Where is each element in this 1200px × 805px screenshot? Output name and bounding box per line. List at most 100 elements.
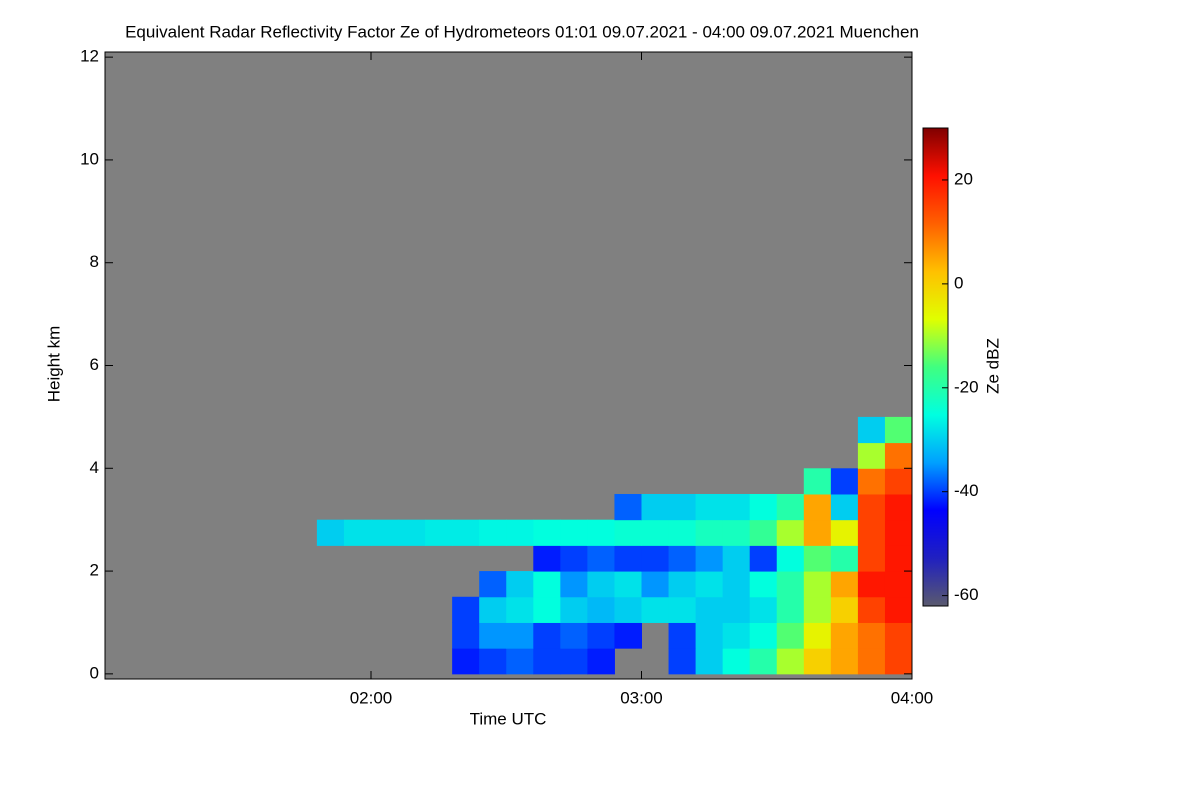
heat-cell xyxy=(452,648,480,675)
heat-cell xyxy=(884,519,913,546)
heat-cell xyxy=(857,545,886,572)
heat-cell xyxy=(533,596,561,623)
heat-cell xyxy=(722,519,751,546)
heat-cell xyxy=(641,519,670,546)
heat-cell xyxy=(749,571,778,598)
heat-cell xyxy=(857,648,886,675)
heat-cell xyxy=(722,493,751,521)
heat-cell xyxy=(614,571,642,598)
heat-cell xyxy=(857,468,886,495)
heat-cell xyxy=(370,519,399,546)
heat-cell xyxy=(776,545,805,572)
heat-cell xyxy=(452,622,480,649)
heat-cell xyxy=(776,648,805,675)
heat-cell xyxy=(857,493,886,521)
heat-cell xyxy=(506,571,534,598)
heat-cell xyxy=(884,416,913,444)
heat-cell xyxy=(722,622,751,649)
heat-cell xyxy=(803,571,832,598)
heat-cell xyxy=(776,571,805,598)
heat-cell xyxy=(830,622,859,649)
colorbar-label: Ze dBZ xyxy=(983,338,1002,394)
heat-cell xyxy=(668,648,697,675)
y-tick-label: 6 xyxy=(90,355,99,374)
heat-cell xyxy=(749,545,778,572)
heat-cell xyxy=(830,571,859,598)
heat-cell xyxy=(452,519,480,546)
heat-cell xyxy=(830,545,859,572)
heat-cell xyxy=(695,622,724,649)
heat-cell xyxy=(614,493,642,521)
heat-cell xyxy=(479,519,507,546)
heat-cell xyxy=(587,622,615,649)
heat-cell xyxy=(614,622,642,649)
heat-cell xyxy=(830,468,859,495)
heat-cell xyxy=(614,519,642,546)
heat-cell xyxy=(587,545,615,572)
heat-cell xyxy=(803,622,832,649)
heat-cell xyxy=(614,545,642,572)
heat-cell xyxy=(506,622,534,649)
heat-cell xyxy=(830,493,859,521)
heat-cell xyxy=(452,596,480,623)
heat-cell xyxy=(398,519,426,546)
heat-cell xyxy=(749,648,778,675)
heat-cell xyxy=(749,596,778,623)
heat-cell xyxy=(695,545,724,572)
heat-cell xyxy=(560,545,588,572)
heat-cell xyxy=(641,545,670,572)
heat-cell xyxy=(749,493,778,521)
heat-cell xyxy=(668,571,697,598)
heat-cell xyxy=(587,571,615,598)
heat-cell xyxy=(641,571,670,598)
heat-cell xyxy=(776,519,805,546)
heat-cell xyxy=(722,648,751,675)
heat-cell xyxy=(533,622,561,649)
heat-cell xyxy=(560,519,588,546)
heat-cell xyxy=(479,648,507,675)
heat-cell xyxy=(533,545,561,572)
heat-cell xyxy=(857,519,886,546)
heat-cell xyxy=(668,493,697,521)
heat-cell xyxy=(803,519,832,546)
heat-cell xyxy=(884,442,913,469)
x-tick-label: 04:00 xyxy=(891,688,934,707)
y-tick-label: 2 xyxy=(90,561,99,580)
heat-cell xyxy=(560,596,588,623)
colorbar-tick-label: 0 xyxy=(954,273,963,292)
heat-cell xyxy=(803,493,832,521)
heat-cell xyxy=(749,622,778,649)
x-axis-label: Time UTC xyxy=(470,709,547,728)
x-tick-label: 02:00 xyxy=(350,688,393,707)
colorbar xyxy=(922,127,949,607)
heat-cell xyxy=(668,545,697,572)
heat-cell xyxy=(695,596,724,623)
heat-cell xyxy=(803,648,832,675)
heat-cell xyxy=(668,596,697,623)
y-axis-label: Height km xyxy=(44,326,63,403)
heat-cell xyxy=(884,571,913,598)
heat-cell xyxy=(884,545,913,572)
heat-cell xyxy=(803,545,832,572)
colorbar-tick-label: -20 xyxy=(954,377,979,396)
heat-cell xyxy=(641,596,670,623)
heat-cell xyxy=(776,622,805,649)
heat-cell xyxy=(776,596,805,623)
heat-cell xyxy=(695,648,724,675)
heat-cell xyxy=(425,519,453,546)
heat-cell xyxy=(857,571,886,598)
heat-cell xyxy=(587,596,615,623)
heat-cell xyxy=(560,622,588,649)
heat-cell xyxy=(533,571,561,598)
heat-cell xyxy=(695,571,724,598)
y-tick-label: 4 xyxy=(90,458,99,477)
x-tick-label: 03:00 xyxy=(620,688,663,707)
heat-cell xyxy=(695,493,724,521)
heat-cell xyxy=(479,596,507,623)
heat-cell xyxy=(587,519,615,546)
heat-cell xyxy=(884,596,913,623)
heat-cell xyxy=(668,519,697,546)
heat-cell xyxy=(560,571,588,598)
